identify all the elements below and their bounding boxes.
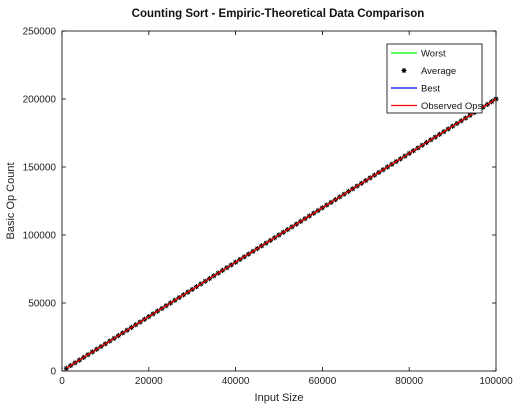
series-observed-ops-line bbox=[66, 98, 497, 369]
y-tick-label: 100000 bbox=[23, 231, 57, 242]
x-tick-label: 0 bbox=[59, 376, 65, 387]
y-tick-label: 50000 bbox=[28, 299, 56, 310]
x-tick-label: 100000 bbox=[479, 376, 513, 387]
legend-best-label: Best bbox=[421, 84, 440, 95]
legend-average-label: Average bbox=[421, 66, 456, 77]
x-axis-label: Input Size bbox=[255, 392, 304, 404]
axes: 0 20000 40000 60000 80000 100000 0 50000 100000 1… bbox=[23, 27, 513, 388]
legend-worst-label: Worst bbox=[421, 49, 446, 60]
legend-box bbox=[386, 43, 483, 114]
series-group bbox=[63, 96, 499, 371]
y-tick-label: 200000 bbox=[23, 95, 57, 106]
x-tick-label: 80000 bbox=[395, 376, 423, 387]
legend: Worst Average Best Observed Ops bbox=[386, 43, 483, 114]
x-tick-label: 60000 bbox=[308, 376, 336, 387]
plot-area bbox=[61, 30, 497, 372]
y-axis-label: Basic Op Count bbox=[5, 162, 17, 239]
x-tick-label: 40000 bbox=[222, 376, 250, 387]
legend-average-marker bbox=[401, 67, 407, 74]
x-tick-label: 20000 bbox=[135, 376, 163, 387]
y-tick-label: 250000 bbox=[23, 27, 57, 38]
legend-observed-ops-label: Observed Ops bbox=[421, 101, 482, 112]
chart-title: Counting Sort - Empiric-Theoretical Data… bbox=[132, 8, 425, 20]
y-tick-label: 150000 bbox=[23, 163, 57, 174]
y-tick-label: 0 bbox=[50, 367, 56, 378]
